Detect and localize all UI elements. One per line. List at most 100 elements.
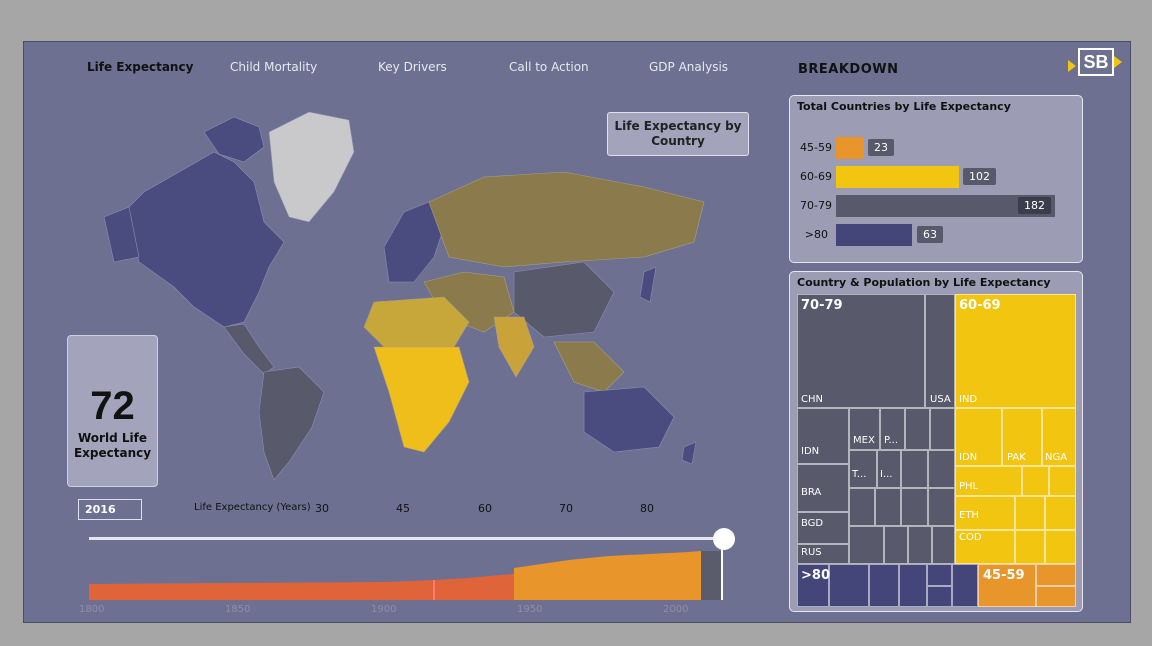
year-slider-track[interactable] [89,537,724,540]
map-region-arctic-islands[interactable] [203,116,265,163]
treemap-cell-45-large[interactable] [978,564,1036,607]
world-map[interactable] [84,92,724,482]
logo-arrow-icon [1068,60,1076,72]
year-slider-handle[interactable] [713,528,735,550]
treemap-cell-small[interactable] [1045,496,1076,530]
map-region-russia[interactable] [428,171,705,268]
map-region-india[interactable] [493,316,535,378]
bar-row-45-59[interactable]: 45-59 23 [790,137,1080,159]
tab-key-drivers[interactable]: Key Drivers [378,60,447,74]
bar-60-69[interactable] [836,166,959,188]
treemap-cell-small[interactable] [930,408,955,450]
bar-80-plus[interactable] [836,224,912,246]
treemap-group-60-69: 60-69 [959,298,1001,313]
legend-tick: 70 [559,502,573,515]
treemap-cell-80[interactable] [952,564,978,607]
treemap-cell-small[interactable] [1049,466,1076,496]
treemap-cell-eth[interactable] [955,496,1015,530]
map-region-greenland[interactable] [268,111,355,223]
map-region-southeast-asia[interactable] [553,341,625,393]
treemap-cell-80[interactable] [927,586,952,607]
treemap-cell-p[interactable] [880,408,905,450]
bar-value: 182 [1018,197,1051,214]
treemap-cell-phl[interactable] [955,466,1022,496]
treemap-cell-pak[interactable] [1002,408,1042,466]
treemap-cell-80[interactable] [899,564,927,607]
timeline-area-modern [514,551,701,600]
tab-life-expectancy[interactable]: Life Expectancy [87,60,194,74]
treemap-label: IND [959,394,978,405]
timeline-area-current [701,551,721,600]
legend-tick: 60 [478,502,492,515]
treemap-label: BGD [801,518,824,529]
treemap-cell-rus[interactable] [797,544,849,564]
tab-gdp-analysis[interactable]: GDP Analysis [649,60,729,74]
treemap-label: IDN [801,446,820,457]
timeline-axis-label: 1850 [225,604,251,615]
bar-row-70-79[interactable]: 70-79 182 [790,195,1080,217]
treemap-cell-t[interactable] [849,450,877,488]
treemap-cell-small[interactable] [905,408,930,450]
map-region-north-america[interactable] [123,151,285,328]
treemap-group-45-59: 45-59 [983,568,1025,583]
dashboard-canvas: Life Expectancy Child Mortality Key Driv… [23,41,1131,623]
treemap-cell-idn-60[interactable] [955,408,1002,466]
map-region-south-america[interactable] [258,366,325,481]
treemap-cell-bgd[interactable] [797,512,849,544]
map-region-europe[interactable] [383,201,445,283]
treemap-cell-idn[interactable] [797,408,849,464]
bar-row-60-69[interactable]: 60-69 102 [790,166,1080,188]
treemap-cell-small[interactable] [849,526,884,564]
map-region-japan[interactable] [639,266,657,303]
treemap-label: P... [884,435,899,446]
bar-label: 60-69 [800,170,832,183]
treemap-cell-small[interactable] [1022,466,1049,496]
bar-45-59[interactable] [836,137,864,159]
treemap-label: NGA [1045,452,1068,463]
treemap-label: MEX [853,435,875,446]
tab-call-to-action[interactable]: Call to Action [509,60,589,74]
treemap-cell-small[interactable] [1015,530,1045,564]
map-region-sub-saharan-africa[interactable] [373,346,470,453]
treemap-cell-small[interactable] [928,450,955,488]
total-countries-panel: Total Countries by Life Expectancy 45-59… [789,95,1083,263]
treemap-cell-small[interactable] [928,488,955,526]
timeline-area-chart[interactable] [89,542,729,602]
treemap-cell-small[interactable] [884,526,908,564]
treemap[interactable]: 70-79 60-69 >80 45-59 CHN USA IDN MEX P.… [797,294,1076,607]
treemap-cell-small[interactable] [901,488,928,526]
treemap-cell-80-large[interactable] [797,564,829,607]
treemap-cell-small[interactable] [908,526,932,564]
treemap-cell-usa[interactable] [925,294,955,408]
treemap-cell-ind[interactable] [955,294,1076,408]
treemap-cell-small[interactable] [1045,530,1076,564]
treemap-cell-bra[interactable] [797,464,849,512]
treemap-cell-45[interactable] [1036,586,1076,607]
map-region-central-america[interactable] [223,323,275,375]
bar-row-80-plus[interactable]: >80 63 [790,224,1080,246]
treemap-cell-small[interactable] [932,526,955,564]
treemap-cell-small[interactable] [1015,496,1045,530]
treemap-cell-nga[interactable] [1042,408,1076,466]
treemap-label: ETH [959,510,979,521]
treemap-cell-small[interactable] [849,488,875,526]
map-region-china[interactable] [513,261,615,338]
treemap-cell-cod[interactable] [955,530,1015,564]
legend-tick: 45 [396,502,410,515]
treemap-cell-small[interactable] [901,450,928,488]
map-region-alaska[interactable] [103,206,140,263]
treemap-cell-small[interactable] [875,488,901,526]
treemap-cell-mex[interactable] [849,408,880,450]
treemap-cell-80[interactable] [829,564,869,607]
treemap-cell-45[interactable] [1036,564,1076,586]
year-display: 2016 [78,499,142,520]
treemap-cell-i[interactable] [877,450,901,488]
map-region-australia[interactable] [583,386,675,453]
treemap-label: IDN [959,452,978,463]
treemap-cell-80[interactable] [927,564,952,586]
tab-child-mortality[interactable]: Child Mortality [230,60,318,74]
map-region-new-zealand[interactable] [681,441,697,465]
bar-70-79[interactable] [836,195,1055,217]
treemap-cell-80[interactable] [869,564,899,607]
treemap-cell-chn[interactable] [797,294,925,408]
